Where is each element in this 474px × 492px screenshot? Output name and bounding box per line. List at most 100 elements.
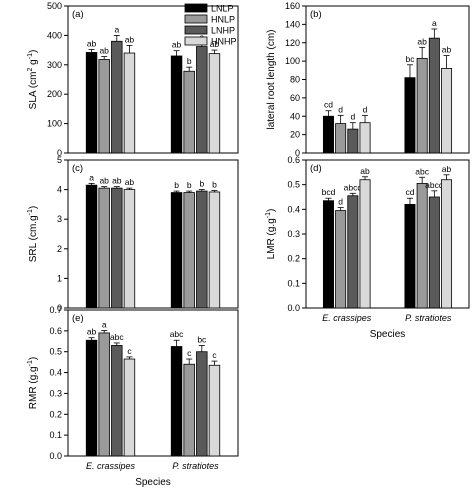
significance-letter: abc [415, 166, 429, 176]
bar [170, 192, 183, 309]
bar [111, 40, 123, 154]
y-tick-label: 120 [285, 38, 300, 48]
significance-letter: d [350, 112, 355, 122]
y-tick-label: 0.6 [287, 155, 300, 165]
significance-letter: d [338, 197, 343, 207]
significance-letter: bc [197, 334, 207, 344]
y-label-superscript: -1 [27, 53, 34, 59]
significance-letter: abc [170, 329, 184, 339]
significance-letter: ab [210, 39, 220, 49]
y-tick-label: 0 [295, 148, 300, 158]
y-tick-label: 100 [47, 119, 62, 129]
bar [359, 122, 371, 154]
significance-letter: c [187, 348, 192, 358]
bar [404, 203, 416, 309]
legend-label: LNLP [211, 4, 234, 14]
bar [335, 123, 347, 154]
y-tick-label: 500 [47, 1, 62, 11]
significance-letter: ab [112, 176, 122, 186]
bar [98, 187, 110, 309]
significance-letter: b [187, 180, 192, 190]
category-label: P. stratiotes [405, 313, 452, 323]
significance-letter: a [114, 24, 119, 34]
significance-letter: cd [405, 187, 414, 197]
y-tick-label: 0 [57, 303, 62, 313]
y-tick-label: 0.3 [287, 229, 300, 239]
panel-label: (c) [72, 163, 83, 174]
y-tick-label: 100 [285, 56, 300, 66]
y-label-part: SRL (cm.g [28, 215, 39, 262]
bar [428, 37, 440, 154]
y-tick-label: 300 [47, 60, 62, 70]
significance-letter: ab [99, 176, 109, 186]
y-axis-label: LMR (g.g-1) [265, 209, 277, 260]
bar [208, 191, 221, 309]
y-label-part: LMR (g.g [266, 218, 277, 259]
significance-letter: ab [99, 46, 109, 56]
significance-letter: ab [442, 164, 452, 174]
plot-frame [67, 159, 239, 309]
y-tick-label: 200 [47, 89, 62, 99]
significance-letter: cd [324, 100, 333, 110]
y-label-part: RMR (g.g [28, 366, 39, 409]
significance-letter: bc [405, 54, 415, 64]
bar [196, 190, 208, 309]
y-tick-label: 140 [285, 19, 300, 29]
bar [404, 77, 416, 154]
bar [428, 196, 440, 309]
y-tick-label: 60 [290, 93, 300, 103]
y-axis-label: RMR (g.g-1) [27, 357, 39, 409]
y-label-part: ) [28, 357, 39, 360]
significance-letter: c [127, 346, 132, 356]
bar [170, 346, 183, 457]
significance-letter: abcd [425, 180, 444, 190]
bar [85, 184, 98, 309]
bar [322, 115, 334, 154]
category-label: E. crassipes [86, 461, 136, 471]
y-label-part: SLA (cm [28, 72, 39, 110]
y-tick-label: 0.7 [49, 305, 62, 315]
y-tick-label: 0.4 [287, 204, 300, 214]
bar [123, 189, 136, 309]
bar [111, 345, 123, 457]
y-tick-label: 0.3 [49, 388, 62, 398]
bar [441, 68, 453, 154]
significance-letter: a [432, 18, 437, 28]
bar [347, 195, 359, 309]
significance-letter: b [174, 180, 179, 190]
y-tick-label: 0.0 [49, 451, 62, 461]
bar [196, 351, 208, 457]
bar [98, 59, 110, 154]
bar [347, 128, 359, 154]
bar [111, 187, 123, 309]
panel-d: 0.0 0.1 0.2 0.3 0.4 0.5 0.6 LMR (g.g-1) (d) bcd cd… [265, 155, 470, 340]
legend-label: HNHP [211, 37, 237, 47]
y-label-part: g [28, 59, 39, 67]
legend-swatch [184, 3, 208, 13]
panel-label: (a) [72, 9, 84, 20]
significance-letter: ab [172, 40, 182, 50]
y-tick-label: 0.1 [287, 278, 300, 288]
y-tick-label: 0.5 [287, 180, 300, 190]
bar [335, 210, 347, 309]
y-tick-label: 0.6 [49, 326, 62, 336]
significance-letter: d [363, 104, 368, 114]
y-tick-label: 0.0 [287, 303, 300, 313]
significance-letter: ab [417, 36, 427, 46]
y-tick-label: 4 [57, 185, 62, 195]
significance-letter: a [102, 319, 107, 329]
panel-label: (e) [72, 313, 84, 324]
bar [183, 192, 195, 309]
y-tick-label: 160 [285, 1, 300, 11]
significance-letter: abc [110, 332, 124, 342]
bar [85, 52, 98, 154]
y-label-part: ) [28, 50, 39, 53]
legend-swatch [184, 14, 208, 24]
bar [98, 332, 110, 457]
bar [123, 52, 136, 154]
plot-frame [67, 5, 239, 154]
panel-label: (d) [310, 163, 322, 174]
